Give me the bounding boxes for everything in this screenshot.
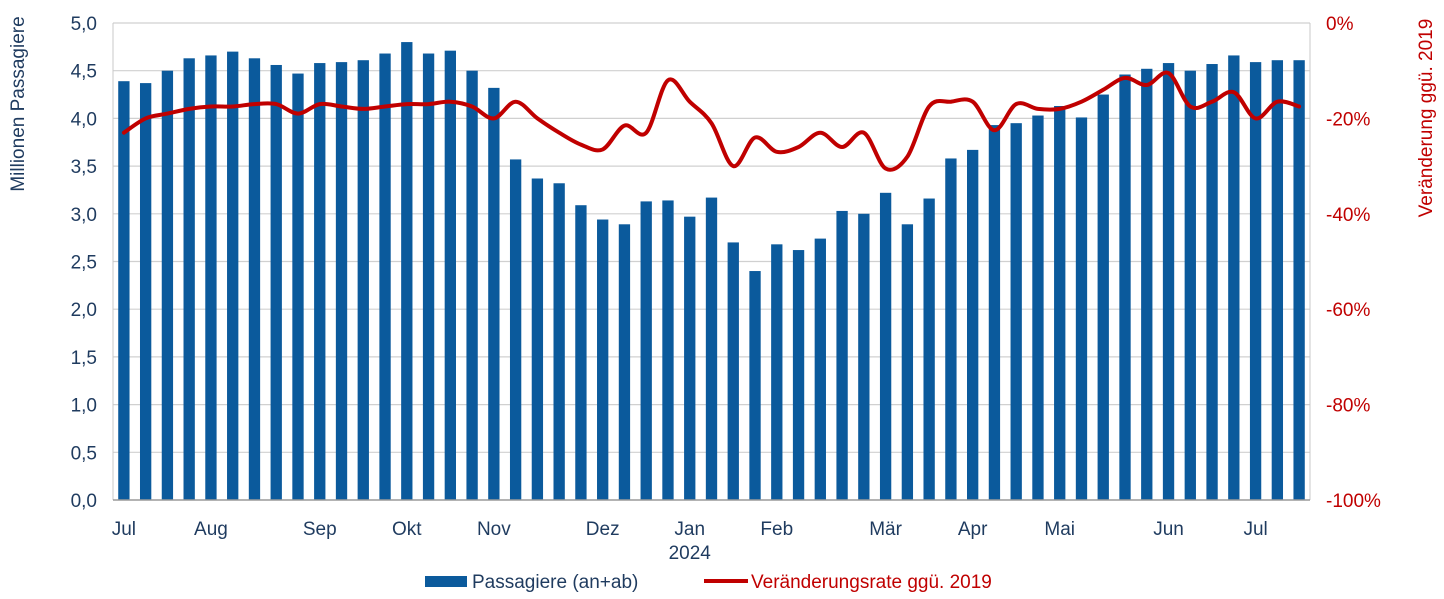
bar <box>1141 68 1153 501</box>
bar <box>401 42 413 500</box>
bar <box>270 64 282 500</box>
y-left-tick-label: 3,5 <box>71 157 97 178</box>
x-tick-label: Aug <box>194 519 228 540</box>
bar <box>684 216 696 501</box>
y-left-tick-label: 4,0 <box>71 109 97 130</box>
x-tick-label: Jan <box>674 519 705 540</box>
y-left-tick-label: 0,0 <box>71 491 97 512</box>
bar <box>858 213 870 501</box>
y-axis-left-title: Millionen Passagiere <box>8 16 29 191</box>
y-right-tick-label: -60% <box>1326 300 1370 321</box>
bar <box>597 219 609 501</box>
x-tick-label: Sep <box>303 519 337 540</box>
y-left-tick-label: 4,5 <box>71 62 97 83</box>
x-year-label: 2024 <box>669 543 712 564</box>
y-left-tick-label: 3,0 <box>71 205 97 226</box>
bar <box>771 244 783 500</box>
x-tick-label: Okt <box>392 519 422 540</box>
bar-series <box>118 42 1305 501</box>
bar <box>292 73 304 500</box>
bar <box>357 60 369 501</box>
bar <box>1010 123 1022 501</box>
bar <box>488 87 500 500</box>
x-tick-label: Mär <box>869 519 902 540</box>
bar <box>161 70 174 500</box>
bar <box>1206 64 1218 500</box>
bar <box>967 149 979 500</box>
bar <box>1097 94 1109 501</box>
y-left-tick-label: 1,0 <box>71 396 97 417</box>
bar <box>792 250 805 500</box>
x-tick-label: Apr <box>958 519 988 540</box>
bar <box>444 50 456 500</box>
x-tick-label: Jul <box>112 519 136 540</box>
bar <box>945 158 957 500</box>
bar <box>901 224 914 500</box>
x-tick-label: Jul <box>1243 519 1267 540</box>
bar <box>509 159 522 500</box>
bar <box>662 200 674 500</box>
bar <box>1184 70 1196 500</box>
bar <box>531 178 544 500</box>
legend-label-bars: Passagiere (an+ab) <box>472 572 638 593</box>
bar <box>118 81 130 500</box>
legend-label-line: Veränderungsrate ggü. 2019 <box>751 572 992 593</box>
y-left-tick-label: 5,0 <box>71 14 97 35</box>
bar <box>923 198 935 500</box>
bar <box>749 271 761 500</box>
y-right-tick-label: -20% <box>1326 109 1370 130</box>
legend-swatch-bars <box>425 576 467 587</box>
y-right-tick-label: 0% <box>1326 14 1354 35</box>
bar <box>1249 62 1262 500</box>
bar <box>575 205 587 501</box>
bar <box>139 83 152 501</box>
bar <box>988 125 1001 500</box>
bar <box>618 224 631 500</box>
bar <box>1075 117 1088 501</box>
x-tick-label: Nov <box>477 519 511 540</box>
bar <box>640 201 652 500</box>
bar <box>705 197 718 500</box>
bar <box>422 53 435 500</box>
legend: Passagiere (an+ab) Veränderungsrate ggü.… <box>425 572 992 593</box>
bar <box>1293 60 1305 501</box>
x-tick-label: Dez <box>586 519 620 540</box>
bar <box>553 183 565 500</box>
bar <box>227 51 239 501</box>
bar <box>248 58 261 500</box>
y-right-tick-label: -40% <box>1326 205 1370 226</box>
bar <box>183 58 195 500</box>
bar <box>1228 55 1240 500</box>
bar <box>314 63 326 501</box>
y-left-tick-label: 2,5 <box>71 253 97 274</box>
bar <box>1054 105 1066 501</box>
y-right-tick-label: -80% <box>1326 396 1370 417</box>
y-right-tick-label: -100% <box>1326 491 1381 512</box>
line-series <box>121 70 1302 172</box>
bar <box>466 70 478 500</box>
x-tick-label: Mai <box>1044 519 1075 540</box>
y-left-tick-label: 0,5 <box>71 443 97 464</box>
bar <box>335 62 348 500</box>
bar <box>727 242 739 501</box>
bar <box>205 55 217 500</box>
bar <box>1119 74 1131 501</box>
axes: 0,0 0,5 1,0 1,5 2,0 2,5 3,0 3,5 4,0 4,5 5,0 -100% -8… <box>71 14 1381 564</box>
bar <box>879 192 892 500</box>
bar <box>1162 63 1175 501</box>
bar <box>1032 115 1044 501</box>
y-axis-right-title: Veränderung ggü. 2019 <box>1416 19 1437 218</box>
x-tick-label: Feb <box>760 519 793 540</box>
bar <box>836 210 848 501</box>
rate-line <box>121 70 1302 172</box>
bar <box>814 238 826 500</box>
bar <box>379 53 391 500</box>
x-tick-label: Jun <box>1153 519 1184 540</box>
bar <box>1271 60 1284 501</box>
y-left-tick-label: 2,0 <box>71 300 97 321</box>
y-left-tick-label: 1,5 <box>71 348 97 369</box>
